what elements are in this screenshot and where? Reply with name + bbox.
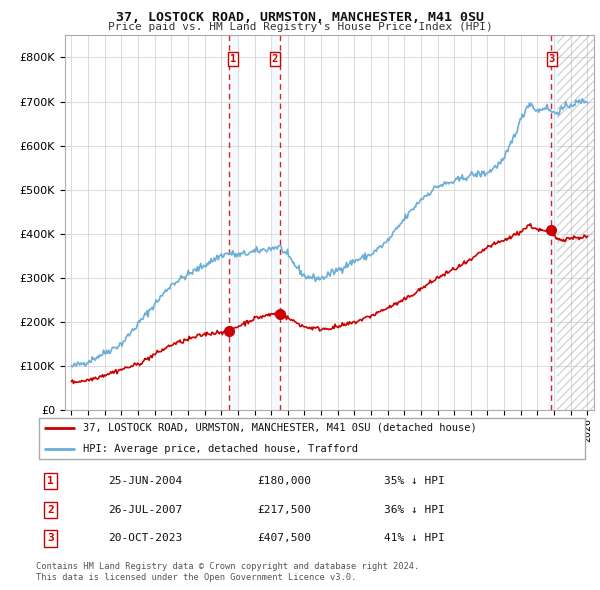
Bar <box>229 35 238 410</box>
Text: HPI: Average price, detached house, Trafford: HPI: Average price, detached house, Traf… <box>83 444 358 454</box>
Text: 35% ↓ HPI: 35% ↓ HPI <box>384 476 445 486</box>
Bar <box>548 35 557 410</box>
Text: 36% ↓ HPI: 36% ↓ HPI <box>384 505 445 514</box>
Text: Contains HM Land Registry data © Crown copyright and database right 2024.: Contains HM Land Registry data © Crown c… <box>36 562 419 571</box>
FancyBboxPatch shape <box>39 418 585 459</box>
Text: 3: 3 <box>549 54 555 64</box>
Bar <box>271 35 280 410</box>
Text: 26-JUL-2007: 26-JUL-2007 <box>108 505 182 514</box>
Text: 25-JUN-2004: 25-JUN-2004 <box>108 476 182 486</box>
Bar <box>557 35 594 410</box>
Text: 1: 1 <box>230 54 236 64</box>
Text: 37, LOSTOCK ROAD, URMSTON, MANCHESTER, M41 0SU (detached house): 37, LOSTOCK ROAD, URMSTON, MANCHESTER, M… <box>83 423 476 433</box>
Text: £407,500: £407,500 <box>257 533 311 543</box>
Text: Price paid vs. HM Land Registry's House Price Index (HPI): Price paid vs. HM Land Registry's House … <box>107 22 493 32</box>
Text: 1: 1 <box>47 476 54 486</box>
Text: 3: 3 <box>47 533 54 543</box>
Text: £180,000: £180,000 <box>257 476 311 486</box>
Text: 2: 2 <box>47 505 54 514</box>
Text: 2: 2 <box>272 54 278 64</box>
Text: 37, LOSTOCK ROAD, URMSTON, MANCHESTER, M41 0SU: 37, LOSTOCK ROAD, URMSTON, MANCHESTER, M… <box>116 11 484 24</box>
Text: £217,500: £217,500 <box>257 505 311 514</box>
Text: 20-OCT-2023: 20-OCT-2023 <box>108 533 182 543</box>
Text: This data is licensed under the Open Government Licence v3.0.: This data is licensed under the Open Gov… <box>36 573 356 582</box>
Text: 41% ↓ HPI: 41% ↓ HPI <box>384 533 445 543</box>
